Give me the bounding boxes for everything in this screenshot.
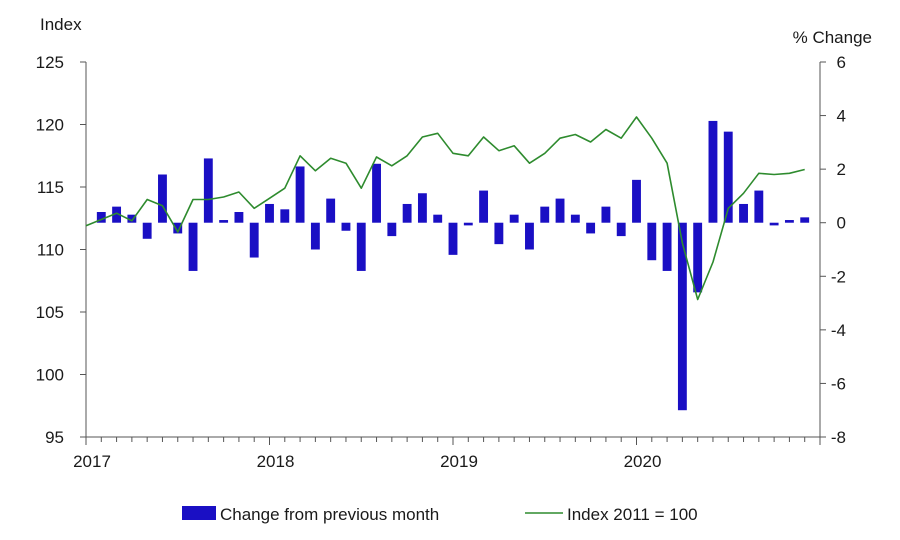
legend-label-line: Index 2011 = 100 (567, 505, 698, 524)
bar (234, 212, 244, 223)
bar (800, 217, 810, 223)
bar (570, 214, 580, 223)
bar (708, 120, 718, 223)
bar (754, 190, 764, 223)
right-axis-ticks: -8 -6 -4 -2 0 2 4 6 (820, 53, 846, 447)
bar (295, 166, 305, 223)
bar (310, 222, 320, 250)
right-tick-label: 6 (837, 53, 846, 72)
bar (739, 203, 748, 223)
x-tick-label: 2019 (440, 452, 478, 471)
legend-label-bar: Change from previous month (220, 505, 439, 524)
bar (784, 220, 794, 223)
left-tick-label: 125 (36, 53, 64, 72)
x-tick-label: 2017 (73, 452, 111, 471)
bar (158, 174, 167, 223)
bar (647, 222, 657, 261)
bar (677, 222, 687, 411)
left-axis-title: Index (40, 15, 82, 34)
right-tick-label: -8 (831, 428, 846, 447)
bar (509, 214, 519, 223)
bar (96, 212, 106, 223)
bar (723, 131, 733, 223)
bar (112, 206, 122, 223)
right-tick-label: -4 (831, 321, 846, 340)
bar (280, 209, 290, 223)
left-tick-label: 95 (45, 428, 64, 447)
bar (173, 222, 183, 234)
bar (525, 222, 534, 250)
bar (693, 222, 703, 293)
bar (356, 222, 366, 271)
index-line (85, 116, 805, 301)
bar (586, 222, 596, 234)
right-tick-label: 2 (837, 160, 846, 179)
bar (540, 206, 550, 223)
left-tick-label: 120 (36, 116, 64, 135)
bar (219, 220, 229, 223)
bar (127, 214, 137, 223)
bar (326, 198, 336, 223)
x-axis-ticks: 2017 2018 2019 2020 (73, 437, 821, 471)
bar (249, 222, 259, 258)
bar (142, 222, 152, 239)
legend-swatch-bar (182, 506, 216, 520)
line-series (85, 116, 805, 301)
left-axis-ticks: 95 100 105 110 115 120 125 (36, 53, 86, 447)
right-tick-label: -6 (831, 374, 846, 393)
left-tick-label: 115 (37, 178, 64, 197)
bar (265, 203, 274, 223)
bar (188, 222, 198, 271)
bar (433, 214, 443, 223)
bar-series (96, 120, 810, 411)
bar (632, 179, 641, 223)
right-tick-label: 4 (837, 107, 846, 126)
left-tick-label: 110 (37, 241, 64, 260)
right-axis-title: % Change (793, 28, 872, 47)
bar (448, 222, 458, 255)
bar (341, 222, 351, 231)
right-tick-label: 0 (837, 214, 846, 233)
legend: Change from previous month Index 2011 = … (182, 505, 698, 524)
right-tick-label: -2 (831, 267, 846, 286)
bar (769, 222, 779, 226)
bar (662, 222, 672, 271)
bar (555, 198, 565, 223)
x-tick-label: 2020 (624, 452, 662, 471)
left-tick-label: 100 (36, 366, 64, 385)
bar (601, 206, 611, 223)
bar (616, 222, 626, 237)
bar (463, 222, 473, 226)
bar (479, 190, 489, 223)
left-tick-label: 105 (36, 303, 64, 322)
bar (402, 203, 412, 223)
bar (494, 222, 504, 245)
bar (417, 193, 427, 223)
x-tick-label: 2018 (257, 452, 295, 471)
bar (203, 158, 213, 223)
bar (372, 163, 381, 223)
bar (387, 222, 397, 237)
